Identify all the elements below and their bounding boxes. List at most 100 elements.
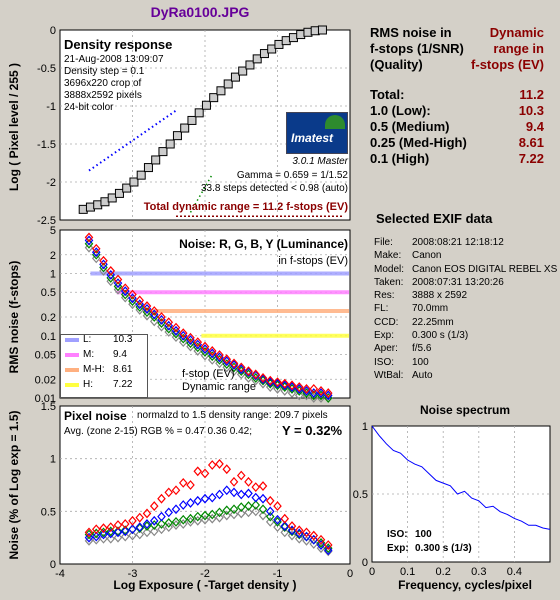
x-tick-label: -4 (55, 568, 65, 580)
spectrum-line (371, 425, 551, 530)
pixel-noise-marker (287, 526, 297, 537)
pixel-noise-marker (200, 510, 210, 521)
pixel-noise-marker (280, 521, 290, 531)
table-head-line: f-stops (EV) (471, 57, 544, 72)
pixel-noise-marker (265, 516, 275, 527)
pixel-noise-marker (207, 460, 217, 470)
density-ylabel-text: Log ( Pixel level / 255 ) (7, 62, 21, 192)
iso-value: 100 (415, 529, 432, 540)
exif-key: Res: (374, 290, 395, 302)
pixel-noise-marker (258, 510, 268, 521)
x-tick-label: 0.3 (471, 566, 486, 578)
pixel-noise-marker (244, 501, 253, 511)
y-tick-label: -1 (46, 101, 56, 113)
pixel-noise-marker (294, 525, 304, 536)
noise-marker (106, 266, 116, 276)
pixel-noise-marker (280, 527, 290, 538)
exif-key: ISO: (374, 356, 395, 368)
exif-key: Taken: (374, 276, 404, 288)
density-marker (180, 123, 190, 133)
pixel-noise-marker (120, 519, 130, 529)
dr-row-label: 0.1 (High) (370, 151, 430, 166)
noise-marker (294, 390, 304, 401)
pixel-noise-marker (84, 527, 94, 538)
x-tick-label: -2 (200, 568, 210, 580)
noise-marker (302, 383, 311, 394)
noise-marker (157, 312, 166, 322)
exp-value: 0.300 s (1/3) (415, 543, 472, 554)
pixel-noise-marker (193, 466, 203, 477)
y-tick-label: 0.01 (35, 393, 56, 405)
logo-swoosh-icon (325, 115, 345, 129)
dr-fit-line (189, 174, 213, 213)
x-tick-label: 0.2 (436, 566, 451, 578)
noise-marker (294, 382, 304, 392)
noise-marker (186, 332, 195, 343)
pixel-noise-marker (294, 529, 304, 540)
imatest-logo: Imatest (286, 112, 348, 154)
pixel-noise-marker (222, 505, 232, 516)
dr-row: Total: 11.2 (370, 87, 544, 103)
pixel-noise-marker (309, 534, 319, 545)
exif-row: Exp: 0.300 s (1/3) (374, 329, 557, 342)
pixel-noise-marker (265, 506, 275, 517)
pixel-noise-marker (244, 476, 253, 487)
dr-legend: L: 10.3 M: 9.4 M-H: 8.61 H: 7.22 (60, 334, 148, 398)
pixel-noise-marker (273, 522, 282, 533)
density-marker (114, 188, 124, 198)
noise-marker (120, 283, 130, 294)
pixel-noise-marker (106, 528, 116, 539)
pixel-noise-marker (207, 492, 217, 503)
pixel-noise-marker (302, 527, 311, 538)
noise-marker (113, 278, 123, 289)
pixel-noise-marker (157, 524, 166, 535)
density-marker (317, 25, 327, 35)
density-marker (158, 147, 168, 157)
pixel-noise-marker (309, 530, 319, 541)
exif-list: File: 2008:08:21 12:18:12 Make: Canon Mode… (374, 236, 557, 382)
x-tick-label: 0.4 (507, 566, 522, 578)
pixel-noise-marker (178, 514, 188, 525)
pixel-noise-marker (164, 522, 174, 533)
pixel-noise-marker (120, 525, 130, 536)
noise-marker (287, 388, 297, 398)
pixel-noise-marker (178, 500, 188, 510)
y-tick-label: 0 (50, 559, 56, 571)
pixel-noise-marker (149, 515, 159, 526)
y-tick-label: -2 (46, 177, 56, 189)
table-head-line: range in (493, 41, 544, 56)
y-tick-label: 0.5 (41, 506, 56, 518)
noise-marker (99, 255, 108, 266)
pixel-noise-marker (171, 504, 181, 515)
noise-marker (309, 388, 319, 398)
pixel-noise-marker (135, 512, 145, 523)
dr-row-value: 11.2 (519, 87, 544, 102)
y-tick-label: 1 (50, 269, 56, 281)
density-marker (187, 115, 197, 125)
fstop-label: f-stop (EV) (182, 368, 235, 380)
pixel-noise-marker (323, 545, 333, 556)
pixel-noise-marker (229, 509, 239, 520)
noise-marker (265, 375, 275, 386)
pixel-noise-marker (200, 514, 210, 525)
pixel-noise-marker (186, 497, 195, 508)
noise-heading: Noise: R, G, B, Y (Luminance) (179, 237, 348, 251)
dr-row-value: 10.3 (518, 103, 544, 118)
pixel-noise-marker (142, 508, 152, 519)
pixel-noise-marker (142, 519, 152, 529)
x-tick-label: -1 (273, 568, 283, 580)
pixel-noise-marker (99, 523, 108, 534)
pixel-noise-marker (280, 522, 290, 533)
noise-subheading: in f-stops (EV) (278, 255, 348, 267)
density-marker (223, 79, 233, 89)
legend-swatch (65, 368, 79, 372)
noise-marker (91, 253, 101, 264)
iso-key: ISO: (387, 529, 408, 540)
pixel-noise-marker (99, 527, 108, 538)
pixel-noise-marker (149, 501, 159, 511)
exif-row: File: 2008:08:21 12:18:12 (374, 236, 557, 249)
legend-value: 9.4 (113, 349, 127, 360)
pixel-noise-heading: Pixel noise (64, 409, 127, 423)
dr-row-label: 0.25 (Med-High) (370, 135, 467, 150)
pixel-noise-avg: Avg. (zone 2-15) RGB % = 0.47 0.36 0.42; (64, 426, 252, 437)
